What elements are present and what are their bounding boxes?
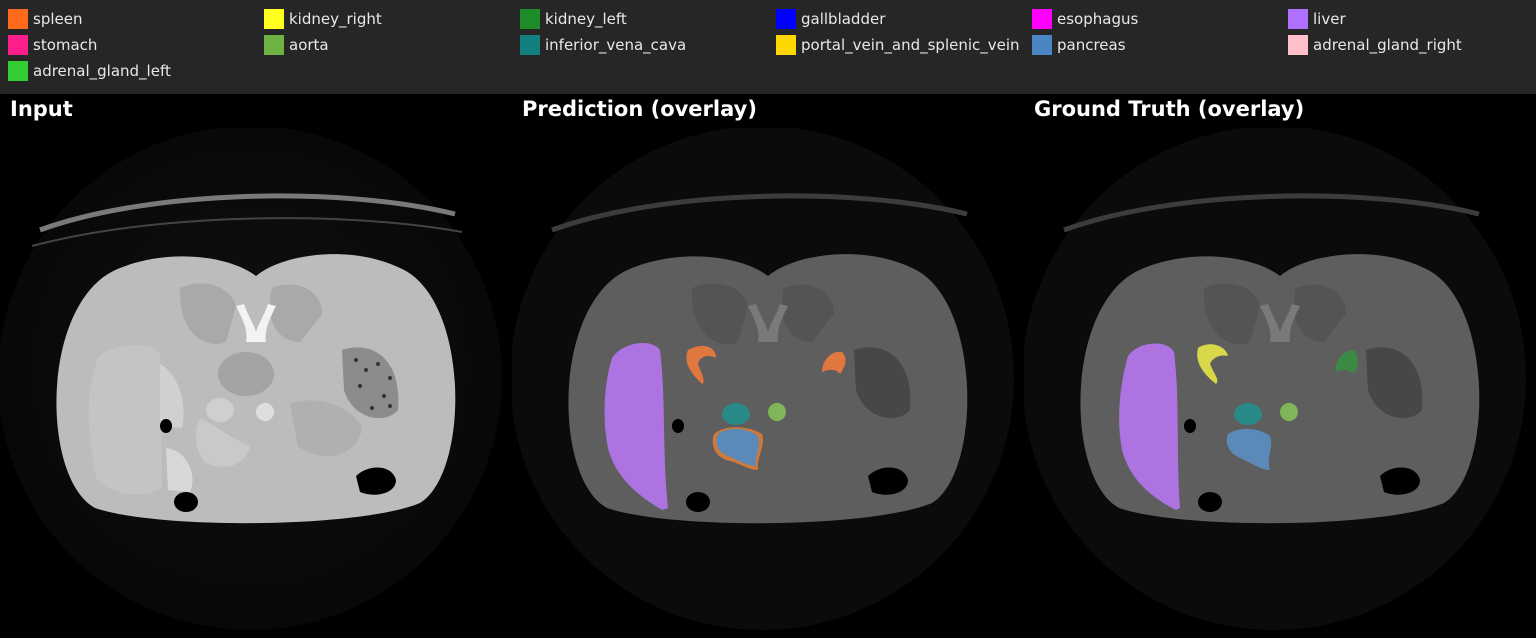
legend-item-kidney-left: kidney_left [520, 9, 627, 29]
legend-item-adrenal-gland-left: adrenal_gland_left [8, 61, 171, 81]
body-outline [1080, 254, 1480, 524]
swatch-stomach [8, 35, 28, 55]
air-pocket [356, 467, 396, 495]
spleen-mask [822, 351, 846, 374]
stool-bubbles [354, 358, 392, 410]
legend-label: adrenal_gland_left [33, 62, 171, 80]
ground-truth-panel-title: Ground Truth (overlay) [1034, 97, 1305, 121]
ct-input-image [0, 128, 502, 630]
legend-label: aorta [289, 36, 329, 54]
table-arc-inner [31, 217, 463, 247]
vertebra [1260, 304, 1300, 342]
swatch-adrenal-gland-left [8, 61, 28, 81]
colon [1366, 347, 1423, 419]
table-arc [39, 193, 456, 233]
bowel-loop [179, 283, 236, 344]
swatch-kidney-right [264, 9, 284, 29]
vessel [206, 398, 234, 422]
legend-item-liver: liver [1288, 9, 1346, 29]
legend-label: gallbladder [801, 10, 886, 28]
bowel-loop [691, 283, 748, 344]
spleen-mask [686, 345, 716, 384]
vertebra [748, 304, 788, 342]
kidney-left-mask [1335, 350, 1358, 374]
legend-label: kidney_left [545, 10, 627, 28]
air-pocket [1380, 467, 1420, 495]
liver-mask [1119, 343, 1180, 510]
table-arc [1063, 193, 1480, 233]
aorta-mask [1280, 403, 1298, 421]
legend-item-spleen: spleen [8, 9, 82, 29]
prediction-panel [512, 128, 1024, 638]
liver-region [88, 345, 162, 495]
pancreas-mask [1226, 428, 1272, 470]
swatch-portal-vein [776, 35, 796, 55]
swatch-liver [1288, 9, 1308, 29]
prediction-panel-title: Prediction (overlay) [522, 97, 757, 121]
legend-item-portal-vein: portal_vein_and_splenic_vein [776, 35, 1020, 55]
bowel-loop [1203, 283, 1260, 344]
swatch-inferior-vena-cava [520, 35, 540, 55]
tissue [160, 364, 184, 428]
input-panel [0, 128, 512, 638]
body-outline [568, 254, 968, 524]
swatch-pancreas [1032, 35, 1052, 55]
legend-label: pancreas [1057, 36, 1126, 54]
colon [854, 347, 911, 419]
swatch-aorta [264, 35, 284, 55]
input-panel-title: Input [10, 97, 73, 121]
aorta [256, 403, 274, 421]
tissue [166, 448, 193, 492]
ivc-mask [722, 403, 750, 425]
legend-label: spleen [33, 10, 83, 28]
legend-label: liver [1313, 10, 1346, 28]
legend-item-adrenal-gland-right: adrenal_gland_right [1288, 35, 1462, 55]
colon [342, 347, 399, 419]
aorta-mask [768, 403, 786, 421]
air-pocket [160, 419, 172, 433]
ct-ground-truth-overlay [1024, 128, 1526, 630]
legend-item-esophagus: esophagus [1032, 9, 1138, 29]
legend-label: inferior_vena_cava [545, 36, 687, 54]
vertebra [236, 304, 276, 342]
ivc-mask [1234, 403, 1262, 425]
swatch-spleen [8, 9, 28, 29]
pancreas-region [195, 418, 250, 467]
bowel-loop [781, 284, 834, 342]
legend-label: portal_vein_and_splenic_vein [801, 36, 1020, 54]
legend-label: adrenal_gland_right [1313, 36, 1462, 54]
legend-label: stomach [33, 36, 98, 54]
swatch-esophagus [1032, 9, 1052, 29]
pancreas-mask [716, 428, 760, 466]
swatch-gallbladder [776, 9, 796, 29]
table-arc [551, 193, 968, 233]
legend-item-aorta: aorta [264, 35, 329, 55]
swatch-adrenal-gland-right [1288, 35, 1308, 55]
legend-item-inferior-vena-cava: inferior_vena_cava [520, 35, 686, 55]
air-pocket [672, 419, 684, 433]
air-pocket [1198, 492, 1222, 512]
bowel [290, 400, 362, 457]
air-pocket [686, 492, 710, 512]
legend: spleen kidney_right kidney_left gallblad… [0, 0, 1536, 94]
air-pocket [1184, 419, 1196, 433]
ct-prediction-overlay [512, 128, 1014, 630]
bowel-loop [1293, 284, 1346, 342]
legend-label: esophagus [1057, 10, 1139, 28]
liver-mask [604, 343, 668, 510]
air-pocket [174, 492, 198, 512]
swatch-kidney-left [520, 9, 540, 29]
legend-item-stomach: stomach [8, 35, 97, 55]
vessel-region [218, 352, 274, 396]
ground-truth-panel [1024, 128, 1536, 638]
legend-item-pancreas: pancreas [1032, 35, 1126, 55]
kidney-right-mask [1197, 344, 1228, 384]
legend-item-kidney-right: kidney_right [264, 9, 382, 29]
bowel-loop [269, 284, 322, 342]
legend-item-gallbladder: gallbladder [776, 9, 885, 29]
air-pocket [868, 467, 908, 495]
legend-label: kidney_right [289, 10, 382, 28]
